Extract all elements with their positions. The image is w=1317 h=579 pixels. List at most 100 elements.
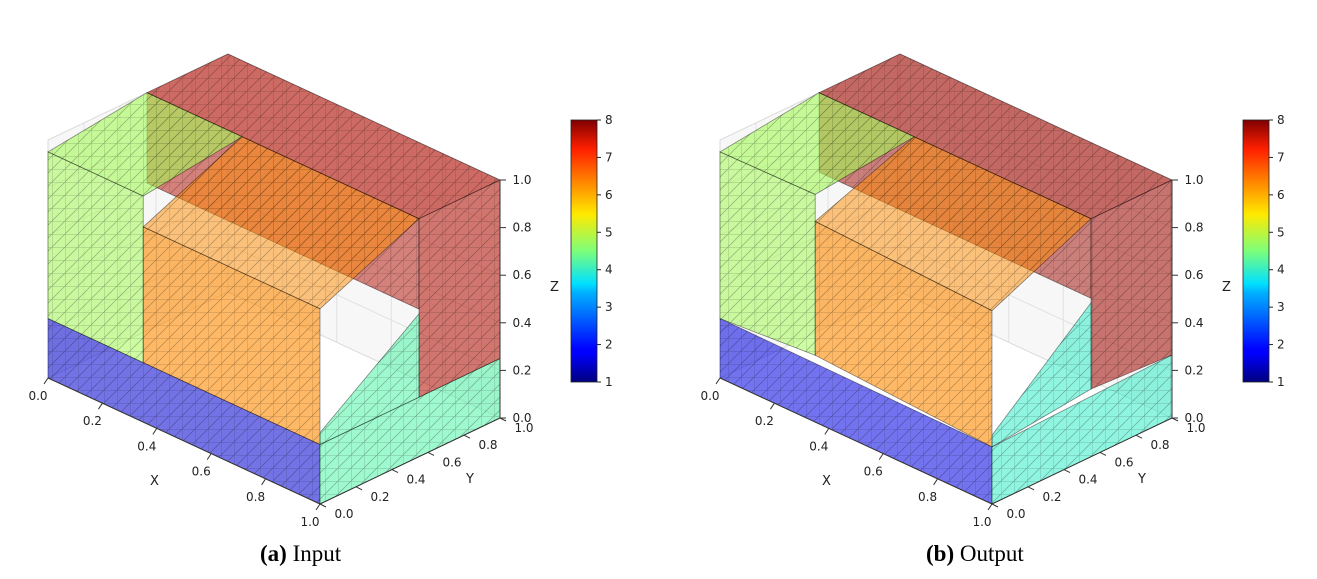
y-tick-label: 0.8 (478, 438, 497, 452)
y-tick (391, 469, 399, 474)
caption-a-label: (a) (260, 541, 287, 566)
x-axis-label: X (822, 474, 831, 489)
left-upper-front-face-mesh (720, 151, 816, 356)
z-tick-label: 0.6 (1184, 268, 1203, 282)
middle-front-face-mesh (815, 221, 992, 447)
colorbar-tick-label: 7 (605, 150, 613, 164)
y-tick (1063, 469, 1071, 474)
y-tick-label: 0.0 (334, 507, 353, 521)
colorbar-tick-label: 5 (605, 225, 613, 239)
x-tick-label: 1.0 (300, 515, 319, 529)
colorbar: 1 2 3 4 5 6 7 8 (570, 113, 613, 389)
y-axis-label: Y (465, 472, 474, 487)
colorbar: 1 2 3 4 5 6 7 8 (1242, 113, 1285, 389)
voxel-mesh (719, 53, 1173, 505)
panel-a-input-chart: 0.00.20.40.60.81.00.00.20.40.60.81.00.00… (28, 53, 613, 529)
z-tick-label: 1.0 (1184, 173, 1203, 187)
z-tick-label: 0.2 (512, 363, 531, 377)
z-axis-label: Z (1222, 280, 1231, 295)
right-front-face-mesh (320, 313, 419, 445)
y-axis-label: Y (1137, 472, 1146, 487)
y-tick-label: 1.0 (1186, 421, 1205, 435)
bottom-right-face-mesh (320, 358, 500, 504)
x-tick-label: 0.4 (809, 439, 828, 453)
y-tick (991, 503, 999, 508)
z-tick-label: 0.4 (512, 316, 531, 330)
y-tick (1135, 434, 1143, 439)
y-tick-label: 0.4 (406, 473, 425, 487)
bottom-front-face-mesh (720, 318, 992, 504)
x-tick-label: 1.0 (972, 515, 991, 529)
colorbar-tick-label: 3 (605, 300, 613, 314)
x-axis-line (719, 377, 993, 505)
y-tick-label: 0.6 (1114, 455, 1133, 469)
x-tick-label: 0.6 (864, 465, 883, 479)
y-tick (355, 486, 363, 491)
middle-front-face-mesh (143, 226, 320, 445)
caption-b-label: (b) (926, 541, 955, 566)
top-back-right-face-mesh (419, 180, 500, 398)
x-tick (206, 453, 212, 460)
bottom-right-face-mesh (992, 355, 1172, 504)
x-tick-label: 0.2 (83, 414, 102, 428)
x-tick-label: 0.2 (755, 414, 774, 428)
colorbar-tick-label: 8 (1277, 113, 1285, 127)
x-tick-label: 0.8 (246, 490, 265, 504)
x-tick (715, 377, 721, 385)
x-tick-label: 0.4 (137, 439, 156, 453)
x-tick (878, 453, 884, 460)
x-tick-label: 0.0 (28, 389, 47, 403)
z-axis-label: Z (550, 280, 559, 295)
z-tick-label: 0.8 (512, 221, 531, 235)
middle-top-face-mesh (143, 136, 419, 309)
y-tick-label: 0.2 (1042, 490, 1061, 504)
y-tick (427, 451, 435, 456)
y-tick (319, 503, 327, 508)
top-face-mesh (147, 54, 500, 219)
x-tick (824, 428, 830, 435)
y-tick (1099, 451, 1107, 456)
x-tick (261, 478, 267, 486)
x-tick (97, 402, 103, 410)
colorbar-tick-label: 7 (1277, 150, 1285, 164)
colorbar-tick-label: 3 (1277, 300, 1285, 314)
x-tick (315, 503, 321, 511)
top-face-mesh (819, 54, 1172, 219)
middle-top-face-mesh (815, 136, 1091, 311)
left-upper-front-face-mesh (48, 151, 144, 363)
x-axis-label: X (150, 474, 159, 489)
caption-b: (b) Output (926, 541, 1024, 567)
colorbar-tick-label: 2 (605, 338, 613, 352)
top-back-right-face-mesh (1091, 180, 1172, 389)
z-tick-label: 0.8 (1184, 221, 1203, 235)
y-tick-label: 0.6 (442, 455, 461, 469)
x-tick (769, 402, 775, 410)
z-tick-label: 0.0 (1184, 411, 1203, 425)
colorbar-gradient (1242, 119, 1270, 383)
colorbar-tick-label: 4 (605, 263, 613, 277)
y-tick (463, 434, 471, 439)
axes: 0.00.20.40.60.81.00.00.20.40.60.81.00.00… (700, 173, 1231, 529)
colorbar-tick-label: 5 (1277, 225, 1285, 239)
colorbar-tick-label: 4 (1277, 263, 1285, 277)
x-tick-label: 0.6 (192, 465, 211, 479)
caption-b-text: Output (959, 541, 1024, 566)
y-axis-line (319, 417, 501, 505)
colorbar-gradient (570, 119, 598, 383)
colorbar-tick-label: 8 (605, 113, 613, 127)
y-tick-label: 1.0 (514, 421, 533, 435)
x-tick-label: 0.8 (918, 490, 937, 504)
caption-a-text: Input (292, 541, 342, 566)
x-tick (987, 503, 993, 511)
colorbar-tick-label: 1 (1277, 375, 1285, 389)
x-tick-label: 0.0 (700, 389, 719, 403)
y-tick-label: 0.0 (1006, 507, 1025, 521)
z-tick-label: 0.6 (512, 268, 531, 282)
bottom-front-face-mesh (48, 318, 320, 504)
voxel-mesh (47, 53, 501, 505)
colorbar-tick-label: 6 (1277, 188, 1285, 202)
x-tick (43, 377, 49, 385)
colorbar-tick-label: 2 (1277, 338, 1285, 352)
y-axis-line (991, 417, 1173, 505)
